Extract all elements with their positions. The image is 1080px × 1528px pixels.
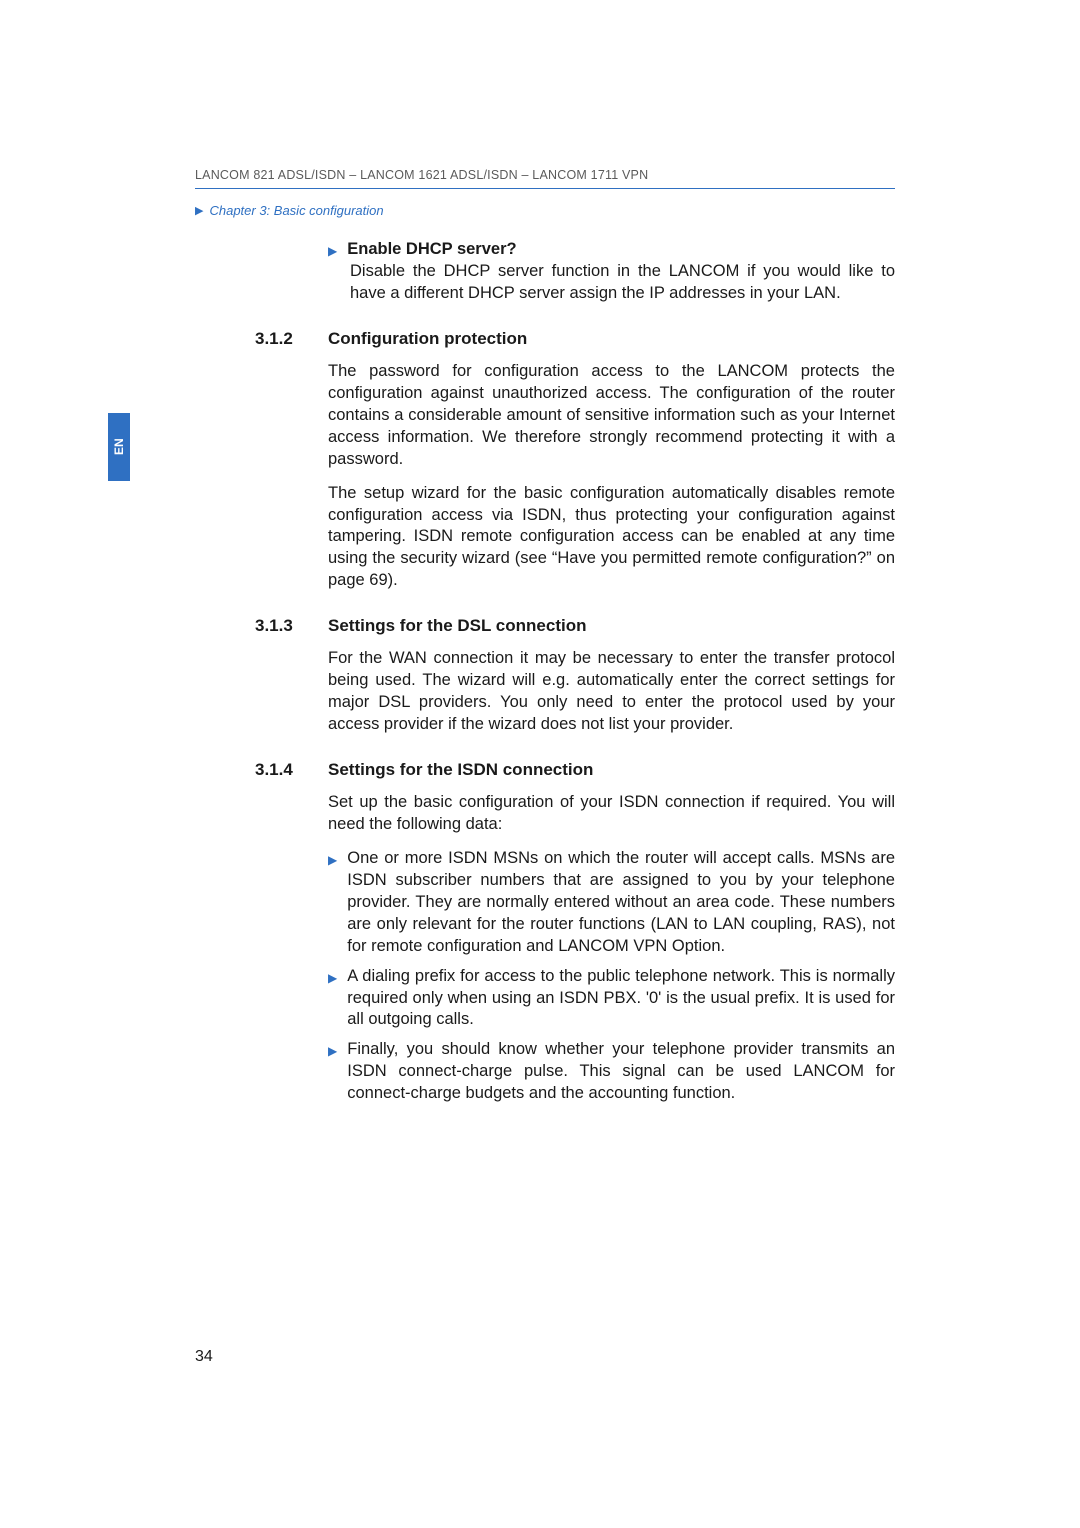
- triangle-icon: ▶: [195, 204, 203, 217]
- intro-bullet: ▶ Enable DHCP server? Disable the DHCP s…: [328, 240, 895, 305]
- paragraph: Set up the basic configuration of your I…: [328, 792, 895, 836]
- paragraph: For the WAN connection it may be necessa…: [328, 648, 895, 736]
- bullet-list: ▶ One or more ISDN MSNs on which the rou…: [328, 848, 895, 1105]
- triangle-icon: ▶: [328, 971, 337, 985]
- section-title: Settings for the ISDN connection: [328, 760, 593, 780]
- section-title: Configuration protection: [328, 329, 527, 349]
- page-body: LANCOM 821 ADSL/ISDN – LANCOM 1621 ADSL/…: [195, 168, 895, 1113]
- triangle-icon: ▶: [328, 853, 337, 867]
- list-item: ▶ One or more ISDN MSNs on which the rou…: [328, 848, 895, 958]
- running-head: LANCOM 821 ADSL/ISDN – LANCOM 1621 ADSL/…: [195, 168, 895, 189]
- language-side-tab: EN: [108, 413, 130, 481]
- section-number: 3.1.3: [195, 616, 328, 636]
- paragraph: The setup wizard for the basic configura…: [328, 483, 895, 593]
- list-item-text: Finally, you should know whether your te…: [347, 1039, 895, 1105]
- paragraph: The password for configuration access to…: [328, 361, 895, 471]
- section-heading: 3.1.2 Configuration protection: [195, 329, 895, 349]
- triangle-icon: ▶: [328, 1044, 337, 1058]
- list-item-text: A dialing prefix for access to the publi…: [347, 966, 895, 1032]
- section-number: 3.1.4: [195, 760, 328, 780]
- section-heading: 3.1.3 Settings for the DSL connection: [195, 616, 895, 636]
- page-number: 34: [195, 1348, 213, 1366]
- bullet-body: Disable the DHCP server function in the …: [350, 261, 895, 305]
- chapter-label: Chapter 3: Basic configuration: [209, 203, 383, 218]
- section-heading: 3.1.4 Settings for the ISDN connection: [195, 760, 895, 780]
- list-item: ▶ A dialing prefix for access to the pub…: [328, 966, 895, 1032]
- content-column: ▶ Enable DHCP server? Disable the DHCP s…: [195, 240, 895, 1105]
- section-title: Settings for the DSL connection: [328, 616, 586, 636]
- triangle-icon: ▶: [328, 244, 337, 258]
- bullet-label: Enable DHCP server?: [347, 240, 516, 259]
- list-item-text: One or more ISDN MSNs on which the route…: [347, 848, 895, 958]
- chapter-breadcrumb: ▶ Chapter 3: Basic configuration: [195, 203, 895, 218]
- section-number: 3.1.2: [195, 329, 328, 349]
- list-item: ▶ Finally, you should know whether your …: [328, 1039, 895, 1105]
